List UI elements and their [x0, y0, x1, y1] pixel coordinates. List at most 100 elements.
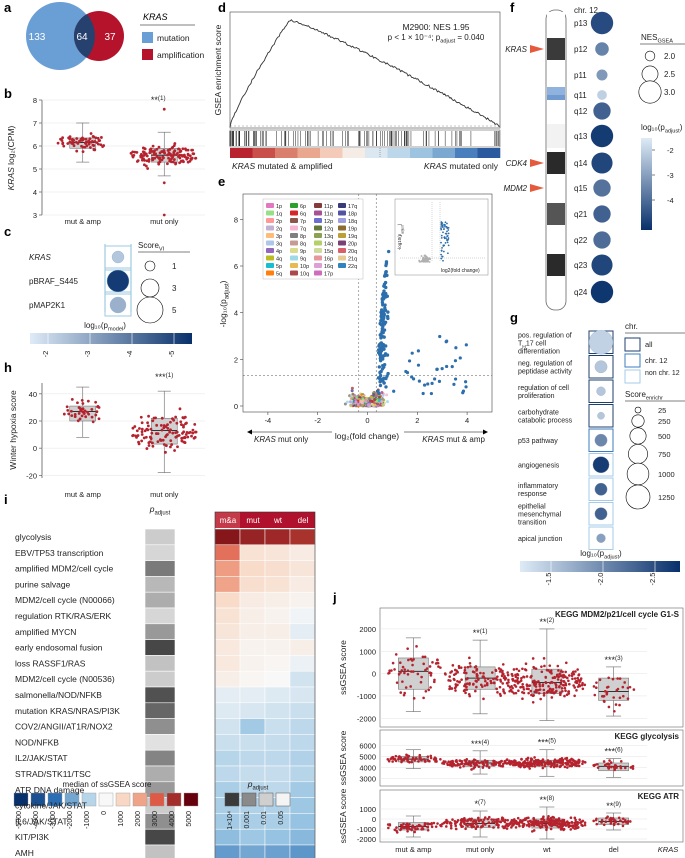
- venn-value-amplification-only: 37: [104, 32, 116, 43]
- band-dot: [597, 90, 607, 100]
- data-point: [172, 152, 176, 156]
- gene-marker: [530, 45, 544, 53]
- data-point: [373, 398, 377, 402]
- data-point: [439, 823, 442, 827]
- data-point: [376, 402, 380, 406]
- data-point: [92, 148, 96, 152]
- data-point: [450, 687, 454, 690]
- data-point: [151, 158, 155, 162]
- data-point: [617, 816, 621, 820]
- y-tick-label: 8: [234, 215, 238, 224]
- data-point: [157, 161, 161, 165]
- gene-marker: [530, 159, 544, 167]
- data-point: [505, 827, 509, 830]
- subpanel-title: KEGG MDM2/p21/cell cycle G1-S: [555, 610, 680, 619]
- data-point: [65, 405, 69, 409]
- size-legend-dot: [140, 278, 160, 298]
- significance-annotation: **(8): [540, 795, 555, 805]
- data-point: [507, 761, 511, 765]
- data-point: [94, 413, 98, 417]
- data-point: [561, 670, 564, 674]
- heatmap-cell: [289, 781, 316, 798]
- data-point: [581, 681, 584, 685]
- data-point: [76, 419, 80, 423]
- band-dot: [591, 254, 613, 276]
- label-part: (2): [547, 617, 555, 624]
- chromosome-label: 19q: [348, 234, 357, 240]
- y-tick-label: 1000: [359, 805, 376, 814]
- chromosome-band: [547, 177, 565, 199]
- box-chart-h: [39, 383, 205, 478]
- term-label: angiogenesis: [518, 462, 560, 469]
- chromosome-swatch: [314, 263, 322, 268]
- data-point: [172, 144, 176, 148]
- data-point: [179, 149, 183, 153]
- data-point: [434, 758, 437, 762]
- panel-letter-f: f: [510, 0, 515, 15]
- data-point: [632, 688, 636, 691]
- data-point: [100, 136, 103, 139]
- data-point: [618, 703, 621, 707]
- data-point: [513, 761, 516, 764]
- data-point: [447, 679, 450, 682]
- data-point: [521, 682, 524, 686]
- label-part: adjust: [665, 129, 680, 135]
- data-point: [469, 665, 472, 668]
- label-part: M2900: NES 1.95: [402, 22, 469, 32]
- chromosome-label: 5q: [276, 272, 282, 278]
- y-tick-label: 0: [372, 670, 376, 679]
- data-point: [483, 823, 487, 826]
- label-part: (9): [613, 801, 621, 808]
- data-point: [351, 402, 355, 406]
- data-point: [86, 410, 89, 414]
- heatmap-cell: [239, 844, 266, 858]
- data-point: [182, 153, 186, 157]
- data-point: [451, 664, 455, 667]
- data-point-chr12: [435, 367, 439, 371]
- data-point-chr12: [453, 377, 458, 381]
- data-point: [512, 691, 516, 695]
- chromosome-swatch: [314, 248, 322, 253]
- size-legend-label: 500: [658, 432, 671, 441]
- data-point: [609, 820, 613, 823]
- data-point: [569, 816, 573, 820]
- data-point: [550, 696, 554, 699]
- data-point: [395, 826, 398, 829]
- centromere: [547, 87, 565, 95]
- label-part: mutated & amplified: [255, 161, 333, 171]
- data-point: [475, 674, 479, 678]
- data-point: [553, 764, 556, 768]
- data-point: [568, 674, 571, 677]
- data-point: [529, 675, 532, 679]
- y-axis-title: ssGSEA score: [338, 730, 348, 785]
- chromosome-swatch: [290, 240, 298, 246]
- data-point: [91, 143, 95, 147]
- data-point: [468, 823, 471, 826]
- heatmap-cell: [264, 765, 291, 783]
- group-legend-box: [624, 337, 641, 352]
- data-point: [431, 661, 434, 664]
- data-point: [446, 762, 449, 765]
- data-point: [482, 675, 485, 678]
- data-point: [403, 668, 407, 671]
- data-point: [452, 763, 456, 767]
- data-point-chr12: [464, 380, 468, 384]
- data-point: [461, 762, 464, 765]
- heatmap-cell: [214, 576, 241, 593]
- data-point: [563, 694, 566, 698]
- y-tick-label: 2000: [359, 625, 376, 634]
- inset-point: [440, 228, 443, 231]
- data-point: [81, 402, 85, 405]
- padj-cell: [144, 607, 176, 625]
- inset-point: [440, 253, 443, 256]
- inset-point: [442, 250, 445, 253]
- data-point: [177, 154, 181, 158]
- heatmap: [13, 511, 316, 858]
- inset-point: [440, 257, 443, 260]
- color-legend-tick-label: -2000: [67, 811, 74, 829]
- term-label: apical junction: [518, 536, 562, 543]
- data-point: [190, 434, 193, 438]
- data-point: [174, 415, 178, 419]
- data-point: [547, 685, 550, 688]
- data-point: [421, 825, 424, 829]
